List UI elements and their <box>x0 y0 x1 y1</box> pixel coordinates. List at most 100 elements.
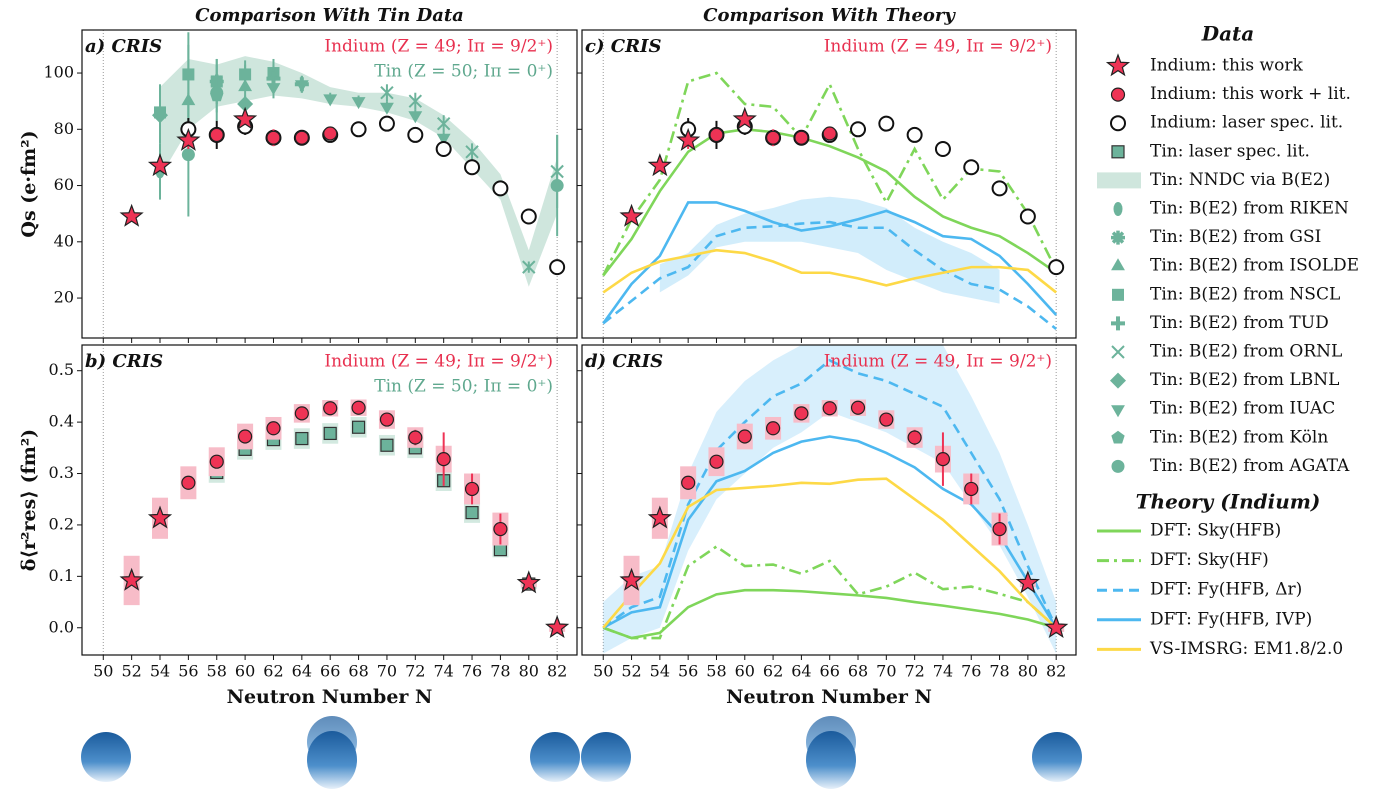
circle-marker <box>266 421 281 436</box>
triangle-down-marker <box>408 111 423 124</box>
square-marker <box>182 68 195 81</box>
circle-marker <box>181 148 195 162</box>
x-tick-label: 76 <box>961 662 981 681</box>
triangle-down-marker <box>351 97 366 110</box>
x-tick-label: 62 <box>763 662 783 681</box>
sphere <box>530 732 580 782</box>
x-marker <box>380 86 394 100</box>
circle-marker <box>351 400 366 415</box>
y-axis-label: Qs (e·fm²) <box>18 130 40 237</box>
y-tick-label: 0.4 <box>49 412 74 431</box>
star-marker <box>545 615 570 639</box>
circle-marker <box>379 412 395 427</box>
panel-label: b) CRIS <box>85 351 163 372</box>
circle-marker <box>794 406 809 421</box>
legend-marker <box>1113 202 1123 216</box>
x-tick-label: 82 <box>547 662 567 681</box>
theory-line <box>602 544 1058 640</box>
diamond-marker <box>152 107 169 124</box>
square-marker <box>465 505 479 520</box>
uncertainty-band <box>659 196 1000 304</box>
plot-area <box>602 30 1058 338</box>
legend-marker <box>1110 372 1126 389</box>
x-tick-label: 58 <box>207 662 227 681</box>
star-marker <box>732 106 757 130</box>
x-tick-label: 80 <box>1018 662 1038 681</box>
circle-marker <box>822 401 837 416</box>
legend-label: Tin: laser spec. lit. <box>1150 141 1310 161</box>
legend-marker <box>1111 316 1125 331</box>
theory-line <box>602 71 1058 277</box>
y-tick-label: 0.2 <box>49 514 74 533</box>
legend-label: Indium: this work <box>1150 56 1303 76</box>
plot-area <box>602 345 1058 655</box>
legend-label: DFT: Sky(HFB) <box>1150 521 1281 541</box>
legend-marker <box>1105 53 1131 77</box>
theory-line <box>602 220 1057 331</box>
square-marker <box>323 426 337 441</box>
open-circle-marker <box>878 115 895 132</box>
x-tick-label: 74 <box>433 662 453 681</box>
open-circle-marker <box>350 121 367 138</box>
x-tick-label: 52 <box>121 662 141 681</box>
x-tick-label: 54 <box>150 662 170 681</box>
legend-marker <box>1111 145 1125 159</box>
circle-marker <box>709 454 724 469</box>
legend-marker <box>1110 115 1126 132</box>
triangle-down-marker <box>436 133 451 146</box>
open-circle-marker <box>549 259 566 276</box>
legend-title: Data <box>1201 22 1255 46</box>
legend-label: Tin: B(E2) from AGATA <box>1150 456 1350 476</box>
star-marker <box>647 153 672 177</box>
square-marker <box>239 68 252 81</box>
theory-line <box>602 201 1058 325</box>
star-marker <box>1044 615 1069 639</box>
x-tick-label: 78 <box>989 662 1009 681</box>
x-tick-label: 54 <box>650 662 670 681</box>
panel-title: Comparison With Theory <box>703 5 956 26</box>
x-tick-label: 62 <box>263 662 283 681</box>
sphere <box>1032 732 1082 782</box>
y-tick-label: 0.1 <box>49 566 74 585</box>
annotation: Tin (Z = 50; Iπ = 0⁺) <box>374 377 553 397</box>
star-marker <box>516 570 541 594</box>
plot-area <box>102 345 558 655</box>
open-circle-marker <box>963 159 980 176</box>
x-tick-label: 78 <box>490 662 510 681</box>
legend-label: Indium: this work + lit. <box>1150 84 1351 104</box>
legend-label: DFT: Fy(HFB, Δr) <box>1150 580 1302 600</box>
x-tick-label: 50 <box>593 662 613 681</box>
open-circle-marker <box>991 180 1008 197</box>
theory-line <box>602 588 1057 640</box>
circle-marker <box>765 130 781 145</box>
triangle-down-marker <box>294 80 309 93</box>
circle-marker <box>850 400 866 415</box>
open-circle-marker <box>435 140 452 157</box>
triangle-down-marker <box>380 102 394 115</box>
x-marker <box>465 145 479 159</box>
open-circle-marker <box>934 140 951 157</box>
open-circle-marker <box>492 180 509 197</box>
x-tick-label: 70 <box>876 662 896 681</box>
x-tick-label: 68 <box>848 662 868 681</box>
panel-label: d) CRIS <box>585 351 663 372</box>
x-tick-label: 72 <box>904 662 924 681</box>
legend-label: VS-IMSRG: EM1.8/2.0 <box>1149 639 1343 659</box>
x-axis-label: Neutron Number N <box>227 686 433 708</box>
x-tick-label: 60 <box>235 662 255 681</box>
circle-marker <box>323 126 338 141</box>
circle-marker <box>464 481 480 497</box>
theory-line <box>602 435 1058 629</box>
legend-label: Tin: B(E2) from NSCL <box>1150 284 1340 304</box>
circle-marker <box>794 130 809 145</box>
deformed-nucleus <box>307 731 357 789</box>
legend-label: Tin: B(E2) from RIKEN <box>1150 199 1349 219</box>
triangle-down-marker <box>323 94 338 107</box>
x-tick-label: 76 <box>462 662 482 681</box>
plot-frame <box>81 344 578 656</box>
x-tick-label: 74 <box>933 662 953 681</box>
theory-line <box>602 127 1057 277</box>
x-marker <box>522 260 536 274</box>
square-marker <box>380 438 394 452</box>
